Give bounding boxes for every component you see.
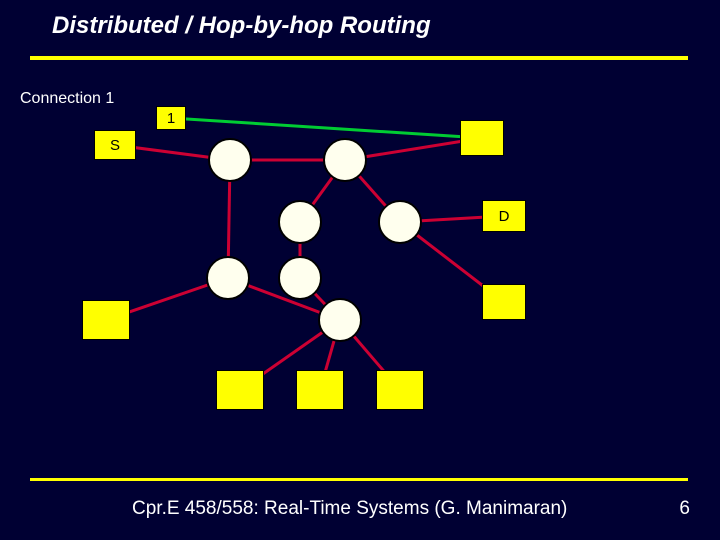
node-circle-c6 (278, 256, 322, 300)
node-box-bB2 (296, 370, 344, 410)
node-circle-c2 (323, 138, 367, 182)
node-circle-c5 (206, 256, 250, 300)
page-number: 6 (679, 498, 690, 520)
node-box-bL (82, 300, 130, 340)
footer-rule (30, 478, 688, 481)
node-box-bB1 (216, 370, 264, 410)
edge-n1-bT (171, 118, 482, 138)
footer-text: Cpr.E 458/558: Real-Time Systems (G. Man… (132, 498, 567, 520)
node-box-bB3 (376, 370, 424, 410)
node-circle-c7 (318, 298, 362, 342)
node-box-D: D (482, 200, 526, 232)
node-box-bT (460, 120, 504, 156)
node-box-S: S (94, 130, 136, 160)
node-circle-c3 (278, 200, 322, 244)
node-circle-c1 (208, 138, 252, 182)
node-circle-c4 (378, 200, 422, 244)
node-box-bR (482, 284, 526, 320)
node-box-n1: 1 (156, 106, 186, 130)
network-diagram (0, 0, 720, 540)
